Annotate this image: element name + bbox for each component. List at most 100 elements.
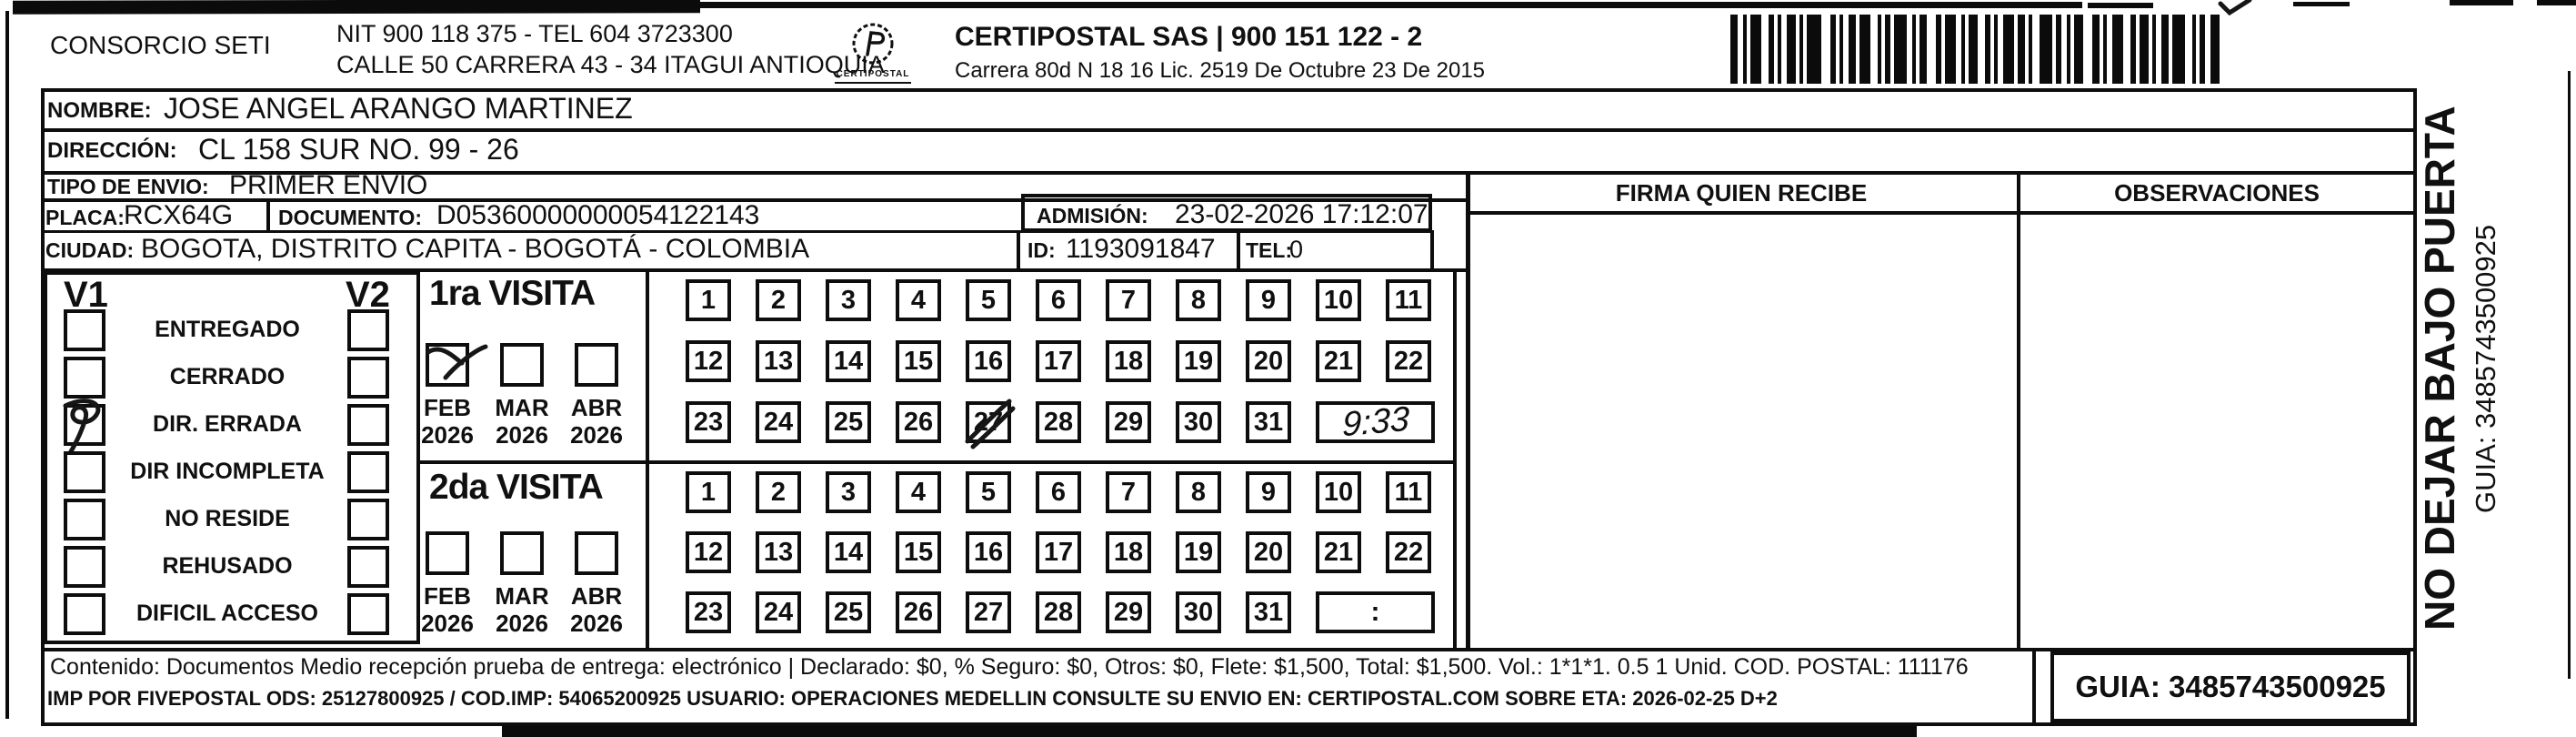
- first-visit-day-grid: 1 2 3 4 5 6 7 8 9 10 11 12 13 14 15 16 17 18 19 20 21 22 23 24 2…: [649, 268, 1453, 460]
- divider: [646, 268, 649, 648]
- day-cell-9: 9: [1246, 471, 1291, 513]
- day-cell-16: 16: [966, 340, 1011, 382]
- day-cell-22: 22: [1386, 340, 1431, 382]
- month-checkbox-ABR: [575, 531, 618, 575]
- day-cell-8: 8: [1176, 279, 1221, 321]
- scan-artifact-left-edge: [5, 11, 9, 719]
- firma-area: [1469, 215, 2013, 644]
- month-checkbox-FEB: [426, 531, 469, 575]
- no-dejar-warning-vertical: NO DEJAR BAJO PUERTA: [2416, 106, 2463, 631]
- day-cell-20: 20: [1246, 340, 1291, 382]
- company-name-line: CERTIPOSTAL SAS | 900 151 122 - 2: [955, 22, 1423, 52]
- day-cell-15: 15: [896, 340, 941, 382]
- month-label: ABR: [570, 394, 623, 421]
- day-cell-21: 21: [1316, 340, 1361, 382]
- guia-number-vertical: GUIA: 3485743500925: [2470, 224, 2501, 513]
- scan-artifact-dash: [2450, 0, 2513, 5]
- status-option-label: DIR. ERRADA: [153, 411, 302, 437]
- status-option-label: CERRADO: [169, 364, 286, 389]
- day-cell-21: 21: [1316, 531, 1361, 573]
- divider: [41, 171, 2417, 175]
- placa-label: PLACA:: [45, 206, 125, 229]
- day-cell-13: 13: [756, 340, 801, 382]
- tipo-envio-value: PRIMER ENVIO: [229, 170, 428, 200]
- month-checkbox-MAR: [500, 343, 544, 387]
- id-label: ID:: [1027, 238, 1056, 262]
- day-cell-7: 7: [1106, 471, 1151, 513]
- day-cell-3: 3: [826, 279, 871, 321]
- day-cell-10: 10: [1316, 471, 1361, 513]
- day-cell-7: 7: [1106, 279, 1151, 321]
- status-option-label: ENTREGADO: [155, 317, 300, 342]
- company-license-line: Carrera 80d N 18 16 Lic. 2519 De Octubre…: [955, 58, 1486, 83]
- day-cell-19: 19: [1176, 340, 1221, 382]
- month-year-label: 2026: [496, 421, 548, 449]
- id-value: 1193091847: [1066, 234, 1216, 264]
- documento-label: DOCUMENTO:: [278, 206, 423, 229]
- status-option-label: REHUSADO: [162, 553, 293, 579]
- day-cell-23: 23: [686, 401, 731, 443]
- day-cell-18: 18: [1106, 531, 1151, 573]
- day-cell-11: 11: [1386, 471, 1431, 513]
- day-cell-4: 4: [896, 279, 941, 321]
- day-cell-5: 5: [966, 471, 1011, 513]
- time-placeholder: :: [1370, 597, 1380, 627]
- day-cell-8: 8: [1176, 471, 1221, 513]
- v1-checkbox-0: [64, 309, 105, 351]
- v1-checkbox-5: [64, 546, 105, 588]
- divider: [41, 648, 2417, 651]
- day-cell-25: 25: [826, 401, 871, 443]
- day-cell-13: 13: [756, 531, 801, 573]
- divider: [2017, 171, 2020, 648]
- month-year-label: 2026: [570, 610, 623, 637]
- month-label: MAR: [495, 394, 549, 421]
- divider: [41, 128, 2417, 132]
- v2-checkbox-2: [347, 404, 389, 446]
- day-cell-30: 30: [1176, 591, 1221, 633]
- day-cell-1: 1: [686, 279, 731, 321]
- month-checkbox-FEB: [426, 343, 488, 387]
- second-visit-title: 2da VISITA: [429, 468, 604, 507]
- day-cell-26: 26: [896, 591, 941, 633]
- day-cell-3: 3: [826, 471, 871, 513]
- day-cell-31: 31: [1246, 401, 1291, 443]
- month-label: FEB: [424, 394, 471, 421]
- scan-artifact-top-line: [697, 2, 2082, 8]
- form-border: [41, 88, 2417, 726]
- v2-checkbox-6: [347, 593, 389, 635]
- day-cell-24: 24: [756, 401, 801, 443]
- ciudad-label: CIUDAD:: [45, 238, 135, 262]
- nombre-value: JOSE ANGEL ARANGO MARTINEZ: [164, 92, 633, 125]
- day-cell-20: 20: [1246, 531, 1291, 573]
- day-cell-28: 28: [1036, 591, 1081, 633]
- divider: [1453, 268, 1457, 648]
- divider: [420, 460, 1453, 464]
- logo-subline: [835, 82, 911, 84]
- handwritten-time-note: 9:33: [1341, 399, 1409, 444]
- scan-artifact-top-bar: [12, 0, 701, 15]
- v2-checkbox-5: [347, 546, 389, 588]
- day-cell-14: 14: [826, 531, 871, 573]
- day-cell-11: 11: [1386, 279, 1431, 321]
- v2-checkbox-3: [347, 451, 389, 493]
- day-cell-18: 18: [1106, 340, 1151, 382]
- consorcio-title: CONSORCIO SETI: [50, 31, 271, 59]
- divider: [1466, 171, 1470, 648]
- tel-label: TEL:: [1246, 238, 1293, 262]
- v1-checkbox-4: [64, 499, 105, 540]
- day-cell-24: 24: [756, 591, 801, 633]
- day-cell-5: 5: [966, 279, 1011, 321]
- handwritten-strike-mark: [965, 399, 1016, 449]
- admision-cell: [1021, 194, 1432, 232]
- v2-checkbox-0: [347, 309, 389, 351]
- divider: [41, 268, 1466, 272]
- divider: [1017, 230, 1020, 268]
- day-cell-14: 14: [826, 340, 871, 382]
- observaciones-header: OBSERVACIONES: [2114, 179, 2320, 207]
- company-address-line: CALLE 50 CARRERA 43 - 34 ITAGUI ANTIOQUI…: [336, 51, 885, 78]
- admision-label: ADMISIÓN:: [1037, 204, 1148, 227]
- month-checkbox-MAR: [500, 531, 544, 575]
- status-option-label: NO RESIDE: [165, 506, 290, 531]
- admision-value: 23-02-2026 17:12:07: [1175, 199, 1428, 229]
- day-cell-4: 4: [896, 471, 941, 513]
